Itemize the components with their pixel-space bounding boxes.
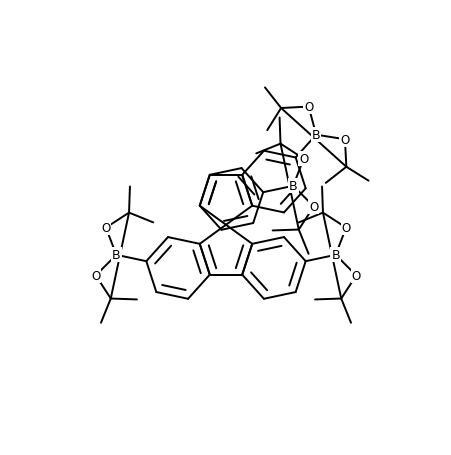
Text: O: O — [91, 269, 100, 282]
Text: B: B — [311, 129, 320, 142]
Text: O: O — [340, 133, 349, 147]
Text: O: O — [341, 222, 350, 235]
Text: B: B — [112, 249, 120, 262]
Text: O: O — [101, 222, 110, 235]
Text: O: O — [308, 201, 318, 213]
Text: B: B — [331, 249, 339, 262]
Text: B: B — [288, 180, 297, 193]
Text: O: O — [351, 269, 360, 282]
Text: O: O — [299, 153, 308, 166]
Text: O: O — [304, 101, 313, 114]
